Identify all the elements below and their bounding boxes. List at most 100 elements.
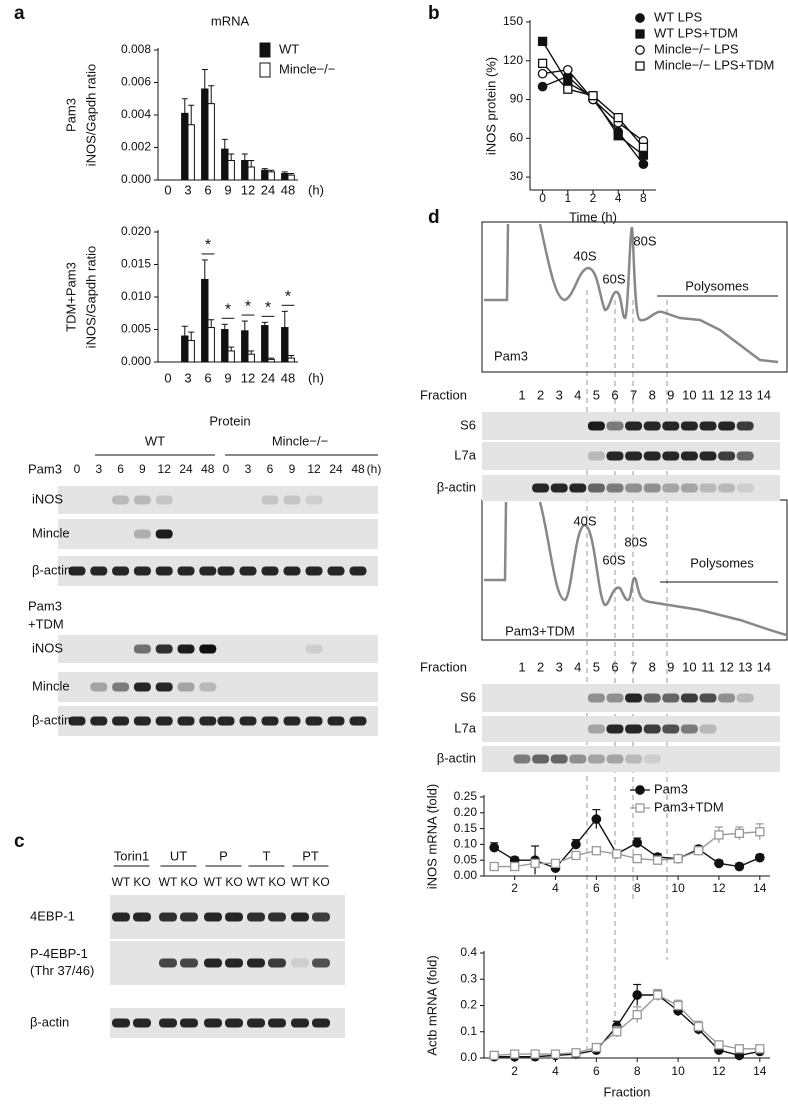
blot-band — [199, 644, 217, 654]
blot-band — [587, 421, 605, 431]
x-axis-label: Time (h) — [569, 209, 617, 224]
panel-label: b — [428, 3, 440, 24]
x-tick-label: 6 — [204, 370, 211, 385]
x-tick-label: 12 — [712, 1064, 726, 1078]
blot-band — [225, 1018, 243, 1028]
group-label: UT — [170, 848, 187, 863]
blot-band — [606, 693, 624, 703]
row-label: β-actin — [437, 750, 476, 765]
row-label: S6 — [460, 689, 476, 704]
bar — [181, 335, 189, 363]
fraction-label: 11 — [701, 387, 715, 402]
bar — [221, 148, 229, 181]
blot-band — [283, 716, 301, 726]
point — [613, 131, 623, 141]
fraction-label: 6 — [611, 387, 618, 402]
x-tick-label: 24 — [261, 370, 275, 385]
point — [489, 1050, 499, 1061]
blot-band — [199, 682, 217, 692]
point — [714, 1040, 724, 1050]
row-label: (Thr 37/46) — [30, 963, 94, 978]
blot-band — [133, 495, 151, 505]
blot-band — [204, 912, 222, 922]
blot-band — [643, 754, 661, 764]
blot-band — [718, 451, 736, 461]
legend-marker — [635, 803, 645, 813]
row-label: L7a — [454, 720, 476, 735]
time-label: 0 — [74, 462, 81, 476]
region-label: Polysomes — [685, 278, 749, 293]
peak-label: 60S — [602, 552, 625, 567]
legend-label: Pam3 — [654, 781, 688, 796]
point — [591, 814, 602, 824]
point — [509, 861, 520, 872]
fraction-label: 12 — [719, 387, 733, 402]
blot-band — [133, 566, 151, 576]
blot-band — [606, 724, 624, 734]
peak-label: 40S — [573, 513, 596, 528]
blot-band — [283, 495, 301, 505]
y-tick-label: 0.000 — [121, 172, 151, 186]
fraction-label: 1 — [518, 659, 525, 674]
x-tick-label: 14 — [753, 1064, 767, 1078]
blot-band — [199, 566, 217, 576]
point — [638, 142, 649, 153]
significance-label: * — [225, 302, 231, 319]
blot-band — [312, 912, 330, 922]
y-tick-label: 90 — [510, 92, 524, 106]
point — [571, 839, 581, 850]
point — [537, 68, 548, 79]
fraction-label: 9 — [667, 659, 674, 674]
y-tick-label: 0.020 — [121, 224, 151, 238]
blot-strip — [58, 635, 378, 663]
blot-band — [699, 451, 717, 461]
legend-label: WT LPS — [654, 9, 702, 24]
y-tick-label: 0.00 — [454, 868, 478, 882]
point — [714, 830, 724, 840]
point — [571, 1048, 581, 1058]
blot-band — [736, 693, 754, 703]
point — [612, 1027, 622, 1037]
lane-label: KO — [133, 875, 150, 889]
blot-band — [112, 495, 130, 505]
blot-band — [513, 754, 531, 764]
x-tick-label: 0 — [164, 182, 171, 197]
blot-band — [327, 566, 345, 576]
blot-band — [133, 644, 151, 654]
y-tick-label: 0.010 — [121, 289, 151, 303]
x-tick-label: 12 — [241, 182, 255, 197]
treatment-label: +TDM — [28, 616, 64, 631]
point — [591, 1042, 602, 1053]
bar — [241, 160, 249, 181]
bar — [187, 340, 195, 363]
x-tick-label: 9 — [224, 370, 231, 385]
blot-band — [736, 421, 754, 431]
lane-label: KO — [268, 875, 285, 889]
bar — [227, 160, 235, 181]
legend-marker — [635, 13, 645, 23]
point — [489, 861, 499, 872]
blot-band — [283, 566, 301, 576]
time-label: 48 — [201, 462, 215, 476]
blot-band — [247, 1018, 265, 1028]
x-tick-label: 1 — [564, 191, 571, 205]
point — [632, 837, 643, 848]
blot-band — [606, 421, 624, 431]
blot-band — [699, 693, 717, 703]
point — [632, 1010, 642, 1020]
blot-band — [133, 912, 151, 922]
fraction-title: Fraction — [420, 659, 467, 674]
point — [562, 64, 573, 75]
y-axis-label: Pam3 — [63, 98, 78, 132]
y-axis-label: iNOS/Gapdh ratio — [83, 246, 98, 349]
panel-label: c — [14, 831, 25, 852]
blot-band — [643, 693, 661, 703]
blot-band — [112, 566, 130, 576]
lane-label: KO — [225, 875, 242, 889]
lane-label: WT — [159, 875, 178, 889]
blot-band — [305, 566, 323, 576]
y-tick-label: 0.4 — [460, 945, 477, 959]
point — [693, 846, 704, 856]
time-label: 12 — [158, 462, 172, 476]
